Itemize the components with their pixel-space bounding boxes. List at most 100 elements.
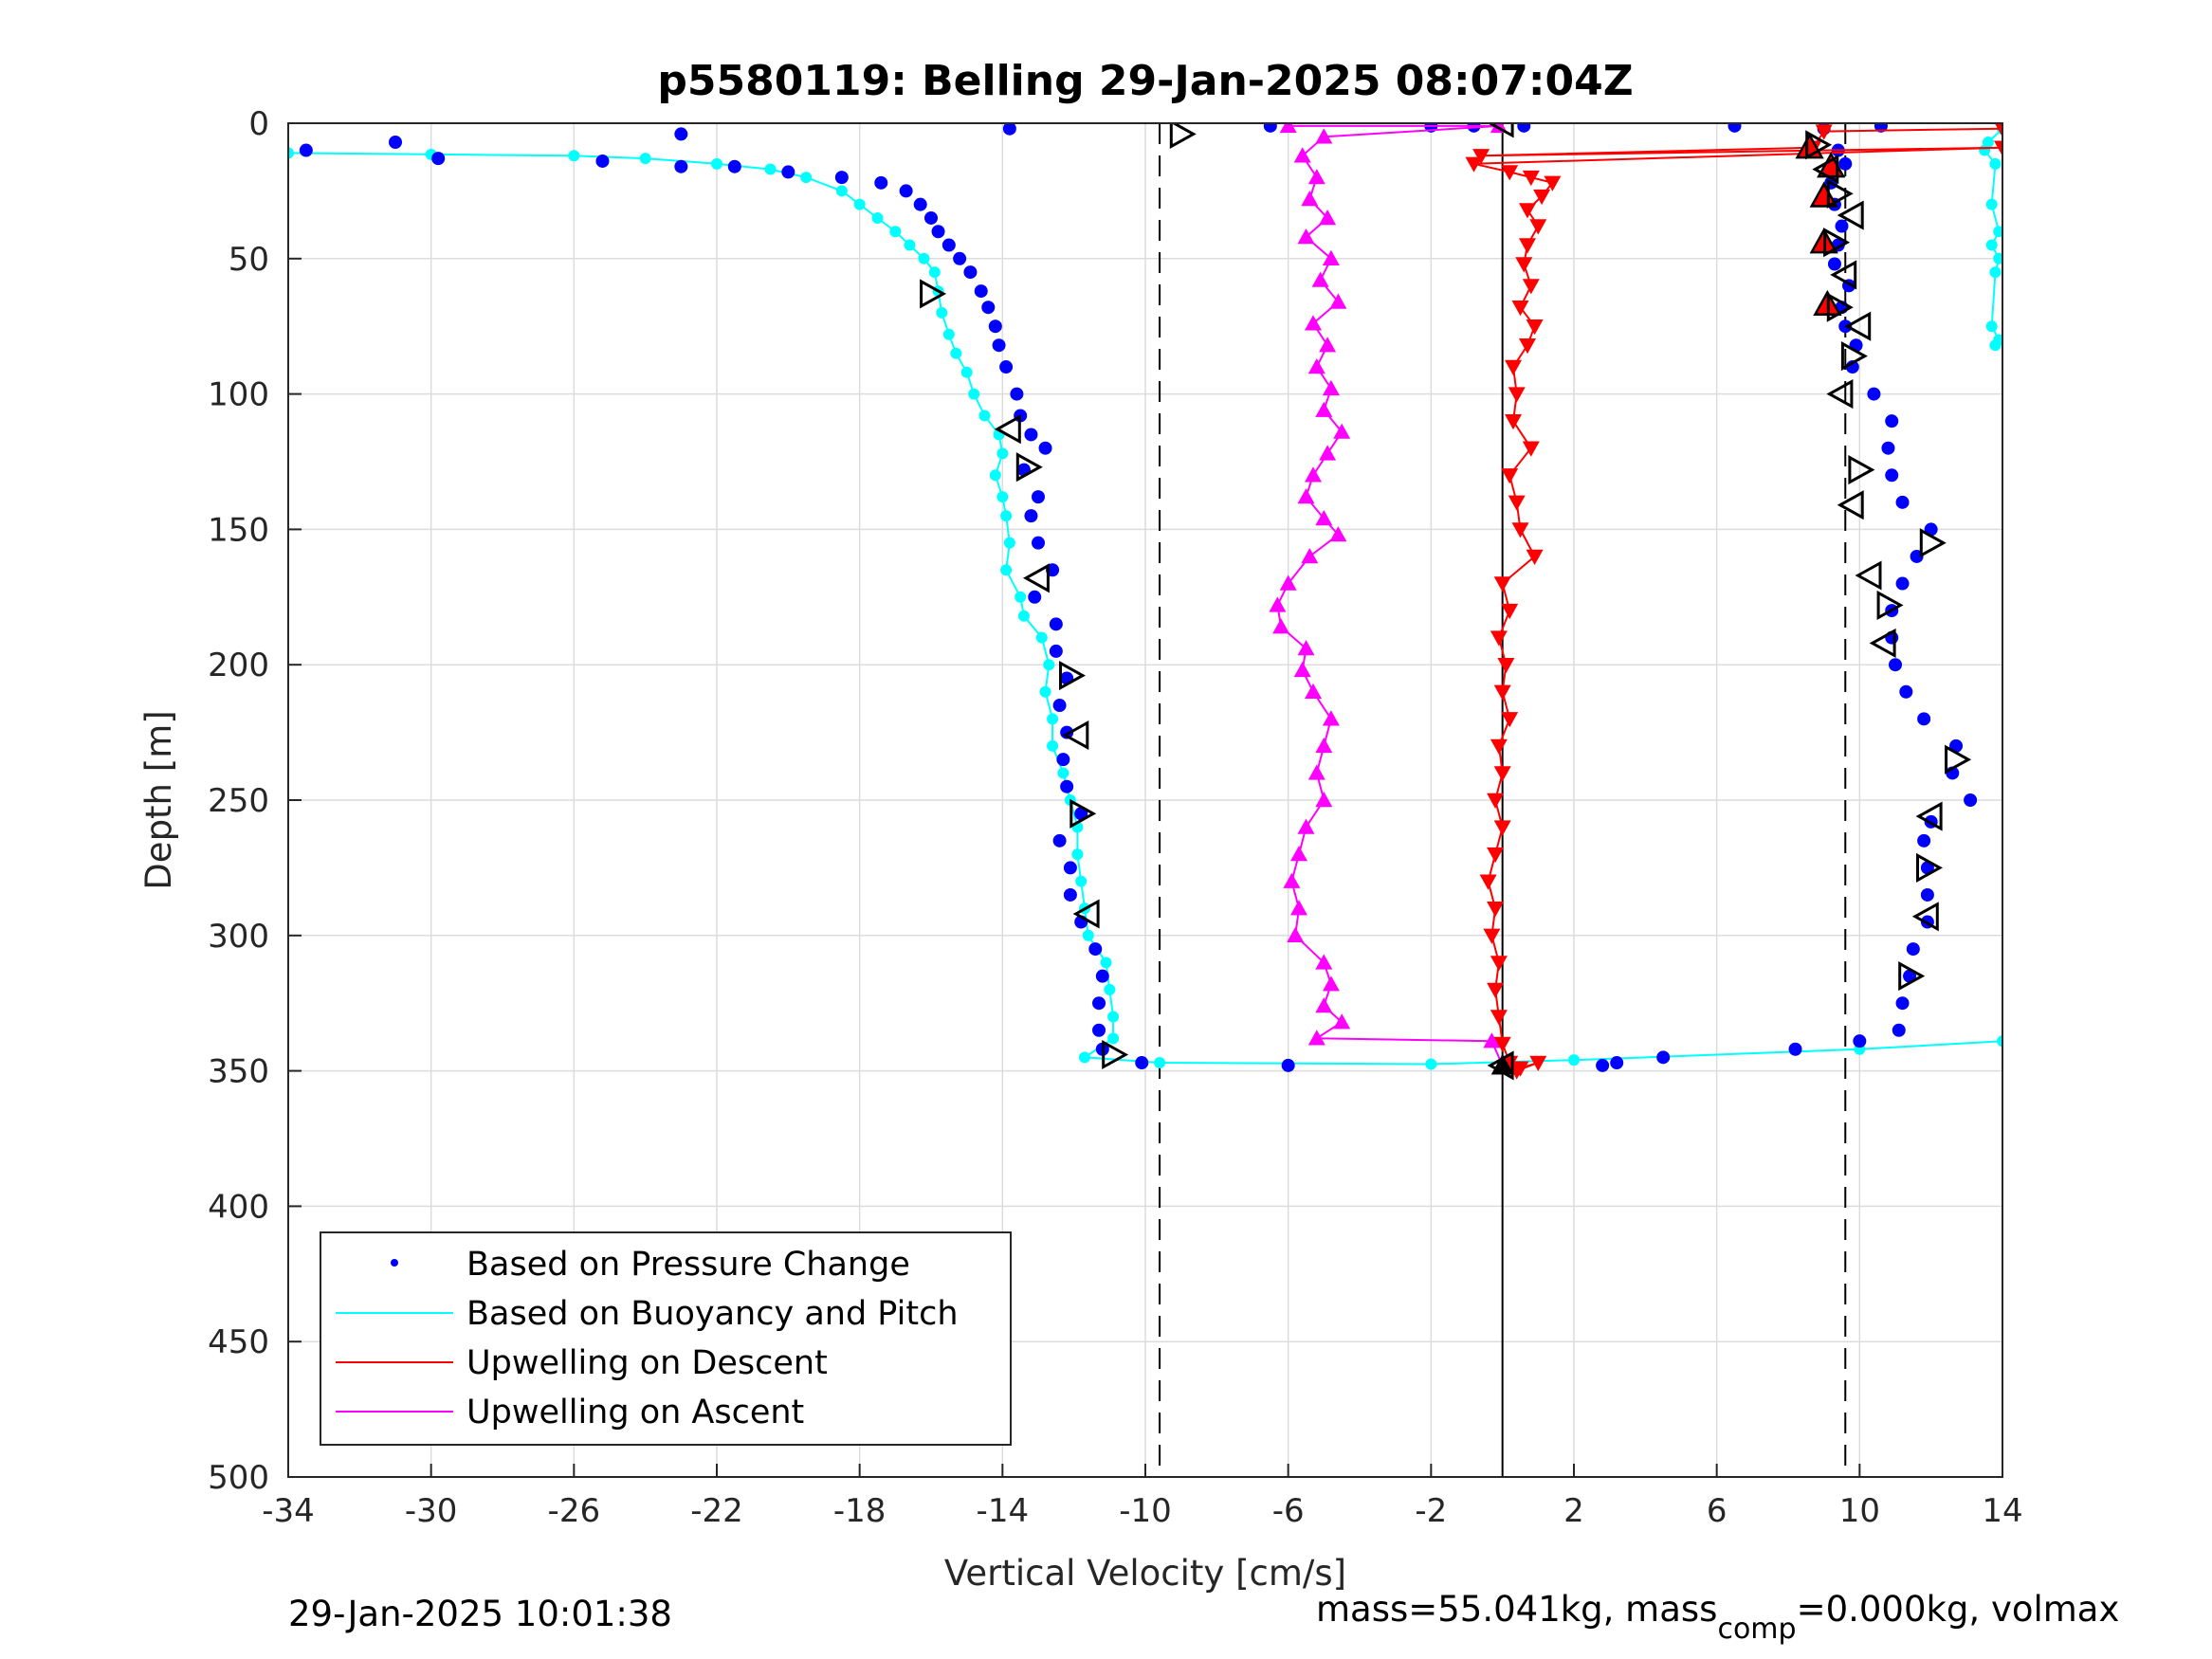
- pressure-point: [1889, 658, 1902, 672]
- pressure-point: [1827, 257, 1841, 271]
- upwelling-ascent-point: [1307, 764, 1325, 780]
- upwelling-descent-point: [1508, 387, 1526, 403]
- upwelling-descent-point: [1490, 738, 1508, 755]
- upwelling-descent-point: [1497, 658, 1515, 674]
- upwelling-ascent-point: [1329, 293, 1347, 309]
- y-tick-label: 450: [208, 1323, 269, 1361]
- pressure-point: [941, 238, 956, 252]
- upwelling-ascent-point: [1319, 210, 1337, 226]
- pressure-point: [1885, 414, 1899, 428]
- upwelling-descent-point: [1508, 495, 1526, 511]
- pressure-point: [1656, 1050, 1671, 1065]
- pressure-point: [1263, 123, 1277, 133]
- buoyancy-point: [1039, 685, 1051, 698]
- pressure-point: [1885, 468, 1899, 483]
- x-tick-label: -22: [690, 1492, 743, 1530]
- pressure-point: [1895, 495, 1910, 509]
- x-tick-label: -10: [1119, 1492, 1172, 1530]
- buoyancy-point: [568, 150, 580, 162]
- legend-box: [320, 1231, 1012, 1446]
- buoyancy-point: [1107, 1032, 1120, 1045]
- x-tick-label: -26: [548, 1492, 601, 1530]
- upwelling-ascent-point: [1311, 271, 1329, 287]
- pressure-point: [1853, 1034, 1867, 1048]
- upwelling-ascent-point: [1319, 337, 1337, 353]
- buoyancy-point: [1985, 239, 1998, 251]
- open-triangle-marker: [1848, 455, 1875, 485]
- upwelling-ascent-point: [1305, 466, 1322, 483]
- pressure-point: [899, 184, 913, 198]
- upwelling-ascent-point: [1293, 661, 1311, 678]
- pressure-point: [1092, 996, 1106, 1011]
- x-axis-label: Vertical Velocity [cm/s]: [944, 1553, 1346, 1594]
- pressure-point: [1024, 428, 1038, 442]
- pressure-point: [431, 152, 446, 166]
- x-tick-label: 2: [1563, 1492, 1584, 1530]
- buoyancy-point: [853, 198, 866, 210]
- pressure-point: [1596, 1058, 1610, 1072]
- buoyancy-point: [978, 410, 991, 422]
- buoyancy-point: [1985, 198, 1998, 210]
- pressure-point: [1024, 509, 1038, 523]
- buoyancy-point: [1035, 631, 1048, 644]
- buoyancy-point: [1107, 1011, 1120, 1023]
- buoyancy-point: [711, 157, 722, 170]
- legend-label: Based on Pressure Change: [466, 1246, 910, 1284]
- buoyancy-point: [1104, 983, 1116, 995]
- open-triangle-marker: [1911, 902, 1939, 932]
- pressure-point: [1095, 969, 1109, 983]
- red-triangle-marker: [1809, 181, 1838, 208]
- mass-text-rest: =0.000kg, volmax: [1797, 1589, 2120, 1630]
- pressure-point: [874, 175, 888, 190]
- upwelling-descent-point: [1479, 874, 1497, 890]
- open-triangle-marker: [1487, 123, 1514, 138]
- pressure-point: [1052, 833, 1067, 848]
- pressure-point: [1920, 861, 1934, 875]
- pressure-point: [1899, 684, 1913, 699]
- open-triangle-marker: [1826, 379, 1854, 410]
- open-triangle-marker: [1915, 801, 1943, 831]
- upwelling-descent-point: [1487, 902, 1505, 918]
- pressure-point: [1049, 644, 1063, 658]
- upwelling-descent-point: [1522, 279, 1540, 295]
- pressure-point: [1906, 942, 1920, 957]
- pressure-point: [1010, 387, 1024, 401]
- x-tick-label: -6: [1272, 1492, 1305, 1530]
- upwelling-descent-point: [1519, 338, 1536, 355]
- pressure-point: [1867, 387, 1881, 401]
- upwelling-ascent-point: [1322, 249, 1340, 265]
- upwelling-descent-point: [1522, 170, 1540, 187]
- chart-title: p5580119: Belling 29-Jan-2025 08:07:04Z: [657, 57, 1633, 105]
- upwelling-ascent-point: [1305, 315, 1322, 331]
- upwelling-ascent-point: [1305, 683, 1322, 699]
- buoyancy-point: [950, 347, 962, 359]
- y-tick-label: 200: [208, 647, 269, 684]
- upwelling-ascent-point: [1315, 737, 1333, 754]
- upwelling-ascent-point: [1290, 846, 1307, 862]
- pressure-point: [1052, 699, 1067, 713]
- legend-label: Based on Buoyancy and Pitch: [466, 1295, 959, 1333]
- buoyancy-point: [989, 469, 1001, 482]
- pressure-point: [595, 154, 610, 168]
- upwelling-ascent-point: [1322, 710, 1340, 726]
- upwelling-ascent-point: [1333, 423, 1351, 439]
- open-triangle-marker: [1855, 560, 1882, 591]
- pressure-point: [1881, 441, 1895, 455]
- upwelling-ascent-point: [1315, 954, 1333, 970]
- buoyancy-point: [1979, 144, 1991, 156]
- upwelling-ascent-point: [1483, 1032, 1501, 1048]
- pressure-point: [781, 165, 795, 179]
- pressure-point: [1074, 807, 1088, 821]
- pressure-point: [988, 319, 1002, 334]
- upwelling-descent-point: [1490, 630, 1508, 647]
- pressure-point: [1728, 123, 1742, 133]
- pressure-point: [1038, 441, 1052, 455]
- x-axis-ticks: -34 -30 -26 -22 -18 -14 -10 -6 -2 2 6 10 14: [262, 1464, 2023, 1530]
- pressure-point: [974, 284, 988, 299]
- buoyancy-point: [871, 211, 884, 224]
- upwelling-descent-point: [1487, 982, 1505, 998]
- open-triangle-marker: [920, 279, 947, 309]
- upwelling-ascent-point: [1307, 358, 1325, 374]
- upwelling-descent-point: [1483, 928, 1501, 944]
- upwelling-ascent-point: [1279, 574, 1297, 591]
